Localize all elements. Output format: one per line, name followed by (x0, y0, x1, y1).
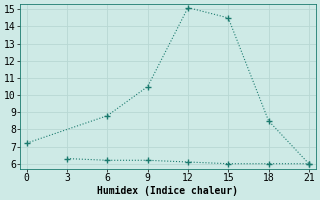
X-axis label: Humidex (Indice chaleur): Humidex (Indice chaleur) (97, 186, 238, 196)
